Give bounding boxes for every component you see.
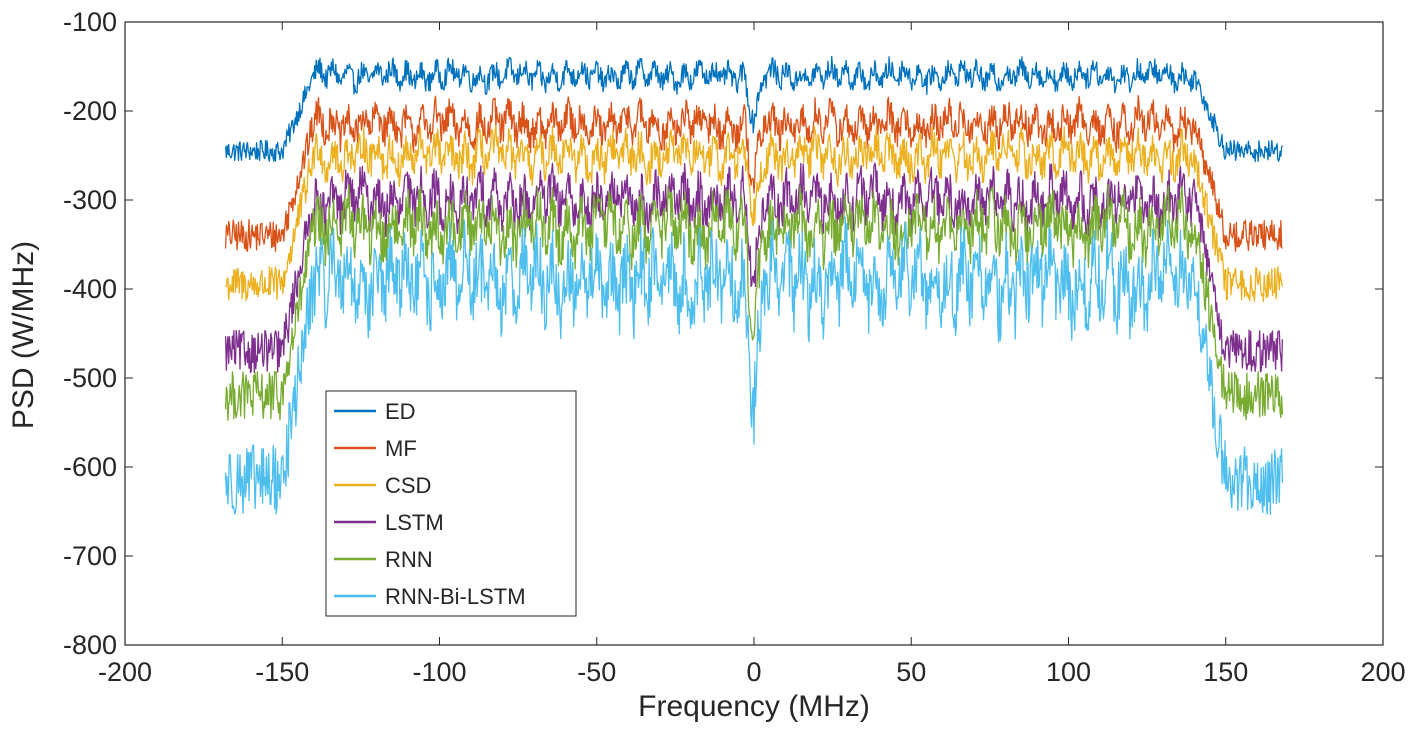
x-tick-label: 50	[896, 657, 926, 687]
y-tick-label: -300	[63, 185, 117, 215]
y-tick-label: -600	[63, 452, 117, 482]
series-line-csd	[225, 125, 1284, 303]
legend-label: RNN-Bi-LSTM	[385, 584, 526, 609]
y-tick-label: -400	[63, 274, 117, 304]
x-tick-label: -100	[412, 657, 466, 687]
legend-box	[325, 390, 577, 617]
x-tick-label: -50	[577, 657, 616, 687]
y-tick-label: -200	[63, 96, 117, 126]
series-line-rnn	[224, 184, 1284, 422]
y-tick-label: -800	[63, 630, 117, 660]
legend-label: CSD	[385, 473, 431, 498]
legend-label: ED	[385, 399, 416, 424]
legend-label: MF	[385, 436, 417, 461]
y-tick-label: -700	[63, 541, 117, 571]
legend: ED MF CSD LSTM RNN RNN-Bi-LSTM	[325, 390, 577, 617]
x-tick-label: 200	[1360, 657, 1405, 687]
legend-label: LSTM	[385, 510, 444, 535]
x-tick-label: -200	[98, 657, 152, 687]
x-tick-label: 100	[1046, 657, 1091, 687]
series-line-mf	[224, 94, 1283, 252]
x-tick-label: 150	[1203, 657, 1248, 687]
tick-layer: -200 -150 -100 -50 0 50 100 150 200-800-700-600-…	[63, 7, 1406, 687]
y-tick-label: -100	[63, 7, 117, 37]
y-tick-label: -500	[63, 363, 117, 393]
x-tick-label: -150	[255, 657, 309, 687]
x-axis-title: Frequency (MHz)	[638, 690, 870, 723]
series-line-rnn-bi-lstm	[224, 216, 1284, 515]
series-line-ed	[224, 55, 1283, 163]
legend-label: RNN	[385, 547, 433, 572]
y-axis-title: PSD (W/MHz)	[7, 241, 40, 429]
x-tick-label: 0	[746, 657, 761, 687]
series-layer	[224, 55, 1284, 515]
